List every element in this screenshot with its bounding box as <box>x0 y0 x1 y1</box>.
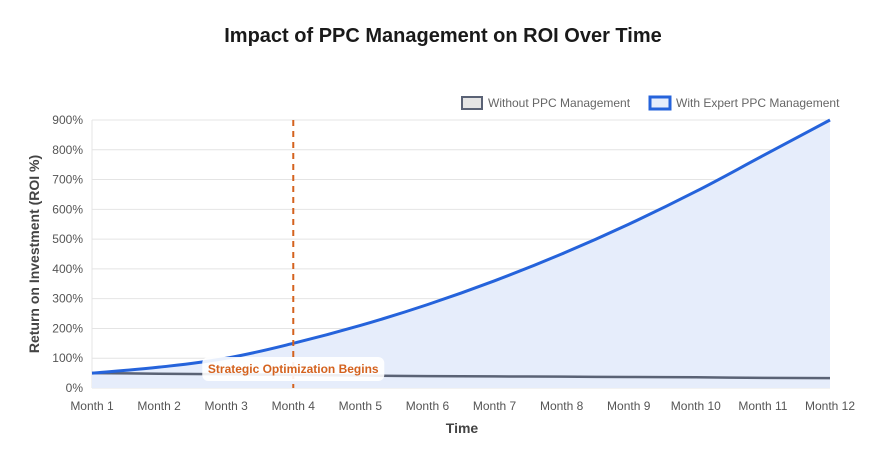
x-tick-label: Month 4 <box>272 399 316 413</box>
x-tick-label: Month 5 <box>339 399 383 413</box>
y-tick-label: 0% <box>66 381 84 395</box>
y-tick-label: 800% <box>52 143 83 157</box>
y-axis-label: Return on Investment (ROI %) <box>26 155 42 353</box>
x-tick-label: Month 3 <box>205 399 249 413</box>
x-tick-label: Month 11 <box>738 399 787 413</box>
x-tick-label: Month 12 <box>805 399 855 413</box>
y-tick-label: 700% <box>52 173 83 187</box>
series-area-1 <box>92 120 830 388</box>
y-tick-label: 100% <box>52 351 83 365</box>
legend-swatch <box>648 95 672 111</box>
x-axis-label: Time <box>446 420 479 436</box>
annotation-label: Strategic Optimization Begins <box>208 362 379 376</box>
x-tick-label: Month 8 <box>540 399 584 413</box>
annotation-box <box>202 357 385 381</box>
x-tick-label: Month 10 <box>671 399 721 413</box>
x-tick-label: Month 7 <box>473 399 517 413</box>
x-tick-label: Month 6 <box>406 399 450 413</box>
x-tick-label: Month 9 <box>607 399 651 413</box>
x-tick-label: Month 2 <box>137 399 181 413</box>
y-tick-label: 600% <box>52 202 83 216</box>
y-tick-label: 500% <box>52 232 83 246</box>
y-tick-label: 400% <box>52 262 83 276</box>
y-tick-label: 200% <box>52 321 83 335</box>
chart-title: Impact of PPC Management on ROI Over Tim… <box>224 25 662 47</box>
legend-label: Without PPC Management <box>488 96 631 110</box>
x-tick-label: Month 1 <box>70 399 114 413</box>
y-tick-label: 900% <box>52 113 83 127</box>
legend-label: With Expert PPC Management <box>676 96 840 110</box>
y-tick-label: 300% <box>52 292 83 306</box>
legend-swatch <box>461 96 483 110</box>
